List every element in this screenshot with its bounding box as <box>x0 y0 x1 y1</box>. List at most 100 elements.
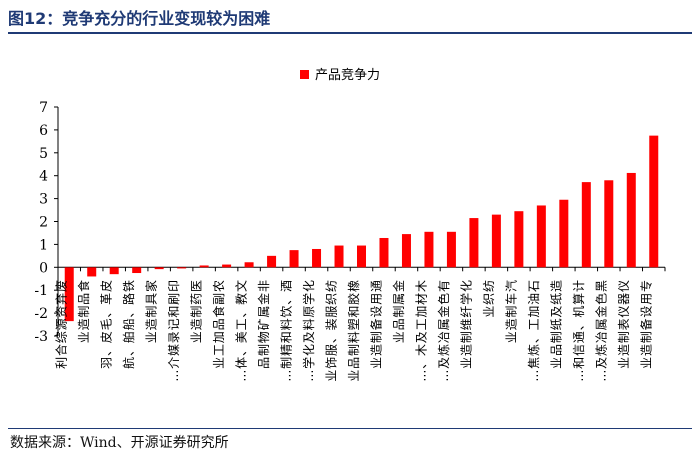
category-label-char: 加 <box>414 306 428 318</box>
category-label-char: 和 <box>280 331 294 343</box>
bar <box>514 211 524 268</box>
category-label-char: 化 <box>302 280 316 292</box>
category-label-char: 化 <box>459 280 473 292</box>
category-label-char: 服 <box>325 344 339 356</box>
category-label-char: 业 <box>145 331 159 343</box>
category-label-char: 造 <box>639 344 653 356</box>
category-label-char: 汽 <box>503 280 518 292</box>
bar <box>649 135 659 268</box>
category-label-char: 业 <box>639 357 653 369</box>
y-tick-label: -2 <box>34 306 48 322</box>
category-label-char: 文 <box>234 280 249 292</box>
category-label-char: 属 <box>437 318 451 330</box>
category-label-char: 维 <box>459 318 473 330</box>
category-label-char: 属 <box>392 293 406 305</box>
category-label-char: 原 <box>302 306 316 318</box>
category-label-char: 加 <box>212 331 226 343</box>
category-label-char: 造 <box>617 344 631 356</box>
category-label-char: 矿 <box>257 318 271 330</box>
y-tick-label: 4 <box>39 169 48 185</box>
category-label-char: 属 <box>594 318 608 330</box>
bar <box>626 172 636 268</box>
source-rule <box>8 428 692 429</box>
category-label-char: 业 <box>325 370 339 382</box>
category-label-char: 橡 <box>347 280 361 292</box>
category-label-char: 印 <box>167 280 181 292</box>
category-label-char: … <box>594 370 608 382</box>
category-label-char: 专 <box>638 280 653 292</box>
category-label-char: 航 <box>121 357 136 369</box>
bar <box>401 234 411 268</box>
category-label: 计算机、通信和… <box>571 280 586 382</box>
category-label-char: 铁 <box>122 280 136 292</box>
category-label-char: 塑 <box>346 318 361 330</box>
bar <box>581 182 591 268</box>
source-note: 数据来源：Wind、开源证券研究所 <box>10 435 229 451</box>
category-label-char: … <box>167 370 181 382</box>
category-label-char: 业 <box>549 357 563 369</box>
category-label-char: 业 <box>190 331 204 343</box>
category-label-char: 家 <box>144 280 159 292</box>
category-label-char: 酒 <box>280 280 294 292</box>
y-tick-label: 5 <box>39 146 48 162</box>
category-label: 皮革、毛皮、羽 <box>100 280 114 369</box>
category-label-char: 美 <box>235 331 249 343</box>
category-label-char: … <box>302 370 316 382</box>
category-label-char: … <box>414 370 428 382</box>
category-label-char: 饰 <box>325 357 339 369</box>
category-label-char: 品 <box>392 318 406 330</box>
category-label-char: 及 <box>594 357 608 369</box>
category-label-char: 记 <box>167 318 181 330</box>
category-label-char: 服 <box>325 306 339 318</box>
category-label-char: 制 <box>77 306 91 318</box>
category-label-char: 备 <box>369 318 383 330</box>
category-label-char: 工 <box>212 344 226 356</box>
category-label-char: 制 <box>392 306 406 318</box>
y-tick-label: 1 <box>39 237 48 253</box>
category-label-char: 造 <box>504 318 518 330</box>
category-label: 纺织业 <box>482 280 496 318</box>
category-label-char: 、 <box>122 306 136 318</box>
category-label: 铁路、船舶、航 <box>121 280 136 369</box>
bar <box>446 231 456 268</box>
category-label-char: 副 <box>212 293 226 305</box>
category-label-char: 胶 <box>346 293 361 305</box>
category-label-char: 品 <box>257 357 271 369</box>
y-tick-label: 2 <box>39 215 48 231</box>
bar <box>154 267 164 270</box>
category-label-char: 业 <box>504 331 518 343</box>
category-label: 石油加工、炼焦… <box>526 280 541 382</box>
category-label-char: 精 <box>280 344 294 356</box>
category-label-char: 、 <box>280 293 294 305</box>
category-label-char: 农 <box>212 280 226 292</box>
bar <box>312 248 322 268</box>
category-label-char: 品 <box>347 357 361 369</box>
category-label-char: 石 <box>527 280 541 292</box>
category-label-char: 、 <box>235 344 249 356</box>
category-label-char: 制 <box>504 306 518 318</box>
category-label-char: 金 <box>391 280 406 292</box>
category-label-char: 学 <box>301 357 316 369</box>
category-label-char: 用 <box>369 293 383 305</box>
category-label-char: 学 <box>458 293 473 305</box>
category-label-char: 介 <box>167 357 181 369</box>
category-label-char: 炼 <box>526 344 541 356</box>
category-label-char: 、 <box>572 318 586 330</box>
category-label-char: 及 <box>549 306 563 318</box>
category-label-char: 及 <box>437 357 451 369</box>
category-label-char: 造 <box>77 318 91 330</box>
category-label-char: 业 <box>77 331 91 343</box>
category-label-char: 加 <box>527 306 541 318</box>
category-label-char: 品 <box>77 293 91 305</box>
category-label-char: 制 <box>145 306 159 318</box>
category-label-char: 和 <box>347 306 361 318</box>
category-label-char: 黑 <box>594 280 608 292</box>
category-label-char: 业 <box>459 357 473 369</box>
category-label-char: 舶 <box>121 331 136 343</box>
